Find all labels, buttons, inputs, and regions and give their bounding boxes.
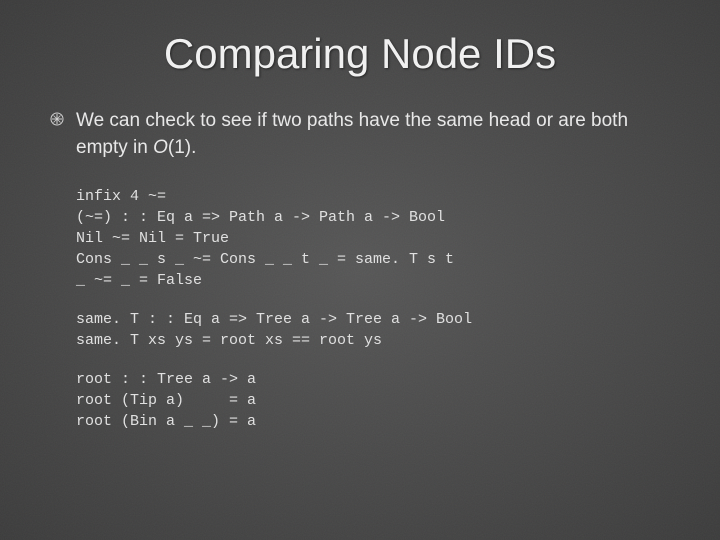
bullet-text-after: (1). <box>168 137 197 158</box>
bullet-text-italic: O <box>153 137 168 158</box>
bullet-icon <box>50 112 64 126</box>
slide-title: Comparing Node IDs <box>50 30 670 78</box>
code-block-2: same. T : : Eq a => Tree a -> Tree a -> … <box>76 309 670 351</box>
code-block-3: root : : Tree a -> a root (Tip a) = a ro… <box>76 369 670 432</box>
bullet-item: We can check to see if two paths have th… <box>50 108 670 161</box>
bullet-text: We can check to see if two paths have th… <box>76 108 670 161</box>
code-block-1: infix 4 ~= (~=) : : Eq a => Path a -> Pa… <box>76 186 670 291</box>
